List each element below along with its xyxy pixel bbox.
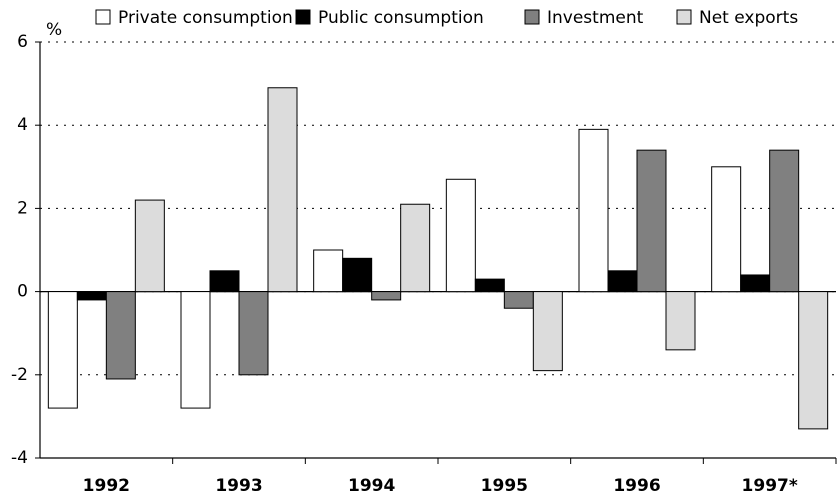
bar: [578, 128, 609, 293]
legend-swatch: [95, 9, 111, 25]
bar: [238, 291, 269, 376]
bar: [209, 270, 240, 293]
y-tick-label: -2: [11, 365, 28, 385]
legend-swatch: [524, 9, 540, 25]
bar: [267, 87, 298, 293]
bar: [47, 291, 78, 409]
y-tick-label: 6: [17, 32, 28, 52]
legend-label: Investment: [547, 8, 644, 28]
y-tick-label: 2: [17, 198, 28, 218]
y-tick-label: -4: [11, 448, 28, 468]
bar: [134, 199, 165, 293]
bar: [740, 274, 771, 293]
legend-swatch: [295, 9, 311, 25]
x-tick-label: 1996: [613, 476, 660, 496]
bar: [665, 291, 696, 351]
y-tick-label: 4: [17, 115, 28, 135]
bar: [105, 291, 136, 380]
bar: [711, 166, 742, 293]
bar: [76, 291, 107, 301]
x-tick-label: 1992: [83, 476, 130, 496]
x-tick-label: 1993: [215, 476, 262, 496]
legend-label: Net exports: [699, 8, 798, 28]
y-axis-label: %: [46, 20, 62, 40]
legend-label: Public consumption: [318, 8, 484, 28]
bar: [313, 249, 344, 293]
bar: [371, 291, 402, 301]
bar: [400, 203, 431, 293]
legend-label: Private consumption: [118, 8, 293, 28]
bar: [342, 257, 373, 293]
bar: [636, 149, 667, 293]
bar: [503, 291, 534, 309]
y-tick-label: 0: [17, 282, 28, 302]
bar: [607, 270, 638, 293]
bar: [445, 178, 476, 293]
bar: [532, 291, 563, 372]
x-tick-label: 1997*: [742, 476, 798, 496]
bar: [180, 291, 211, 409]
bar: [798, 291, 829, 430]
x-tick-label: 1995: [481, 476, 528, 496]
x-tick-label: 1994: [348, 476, 395, 496]
bar: [474, 278, 505, 293]
legend-swatch: [676, 9, 692, 25]
bar: [769, 149, 800, 293]
